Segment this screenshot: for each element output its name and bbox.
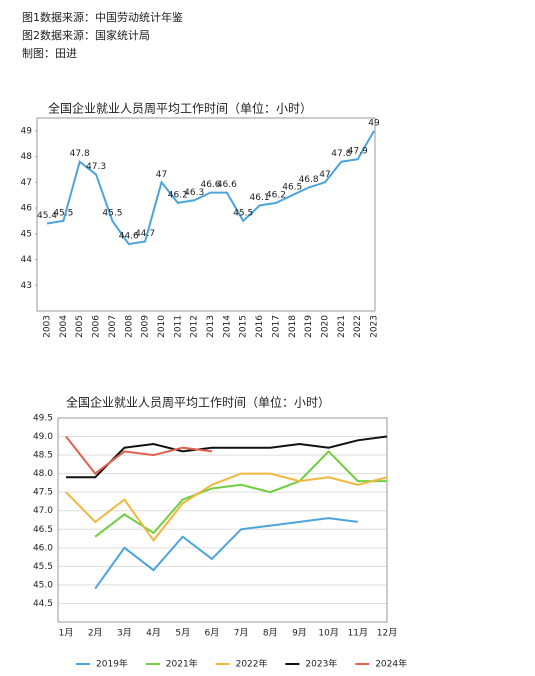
x-tick-label: 2017 <box>271 315 281 338</box>
y-tick-label: 45.5 <box>33 562 53 572</box>
y-tick-label: 49 <box>21 126 33 136</box>
series-line <box>65 435 213 475</box>
y-tick-label: 45.0 <box>33 580 53 590</box>
data-label: 45.5 <box>53 208 73 218</box>
data-label: 47 <box>156 170 167 180</box>
x-tick-label: 2014 <box>222 315 232 338</box>
data-label: 46.5 <box>282 183 302 193</box>
x-tick-label: 11月 <box>348 628 368 639</box>
data-label: 46.8 <box>299 175 319 185</box>
x-tick-label: 7月 <box>234 628 249 639</box>
y-tick-label: 49.0 <box>33 432 53 442</box>
header-line: 图1数据来源：中国劳动统计年鉴 <box>22 10 183 24</box>
y-tick-label: 47 <box>21 178 32 188</box>
x-tick-label: 10月 <box>318 628 338 639</box>
x-tick-label: 2008 <box>124 315 134 338</box>
data-label: 49 <box>368 118 380 128</box>
legend-label: 2022年 <box>236 658 268 670</box>
legend-label: 2019年 <box>96 658 128 670</box>
legend-label: 2023年 <box>305 658 337 670</box>
plot-frame <box>36 117 376 312</box>
data-label: 47.3 <box>86 162 106 172</box>
y-tick-label: 46.5 <box>33 525 53 535</box>
x-tick-label: 6月 <box>205 628 220 639</box>
data-label: 47 <box>319 170 330 180</box>
x-tick-label: 2018 <box>288 315 298 338</box>
y-tick-label: 44.5 <box>33 599 53 609</box>
x-tick-label: 9月 <box>292 628 307 639</box>
y-tick-label: 48.0 <box>33 469 53 479</box>
series-line <box>94 449 387 538</box>
header-line: 制图：田进 <box>22 47 77 60</box>
data-label: 46.2 <box>266 190 286 200</box>
y-tick-label: 49.5 <box>33 414 53 424</box>
series-line <box>66 435 388 479</box>
x-tick-label: 2019 <box>304 315 314 338</box>
y-tick-label: 47.5 <box>33 488 53 498</box>
data-label: 44.7 <box>135 229 155 239</box>
x-tick-label: 1月 <box>59 628 74 639</box>
x-tick-label: 2007 <box>108 315 118 338</box>
chart-title: 全国企业就业人员周平均工作时间（单位：小时） <box>48 101 312 116</box>
data-label: 45.5 <box>233 208 253 218</box>
y-tick-label: 46 <box>21 204 33 214</box>
x-tick-label: 4月 <box>146 628 161 639</box>
y-tick-label: 48 <box>21 152 33 162</box>
x-tick-label: 2009 <box>141 315 151 338</box>
x-tick-label: 2012 <box>190 315 200 338</box>
header-line: 图2数据来源：国家统计局 <box>22 28 150 42</box>
data-label: 47.8 <box>70 149 90 159</box>
legend-label: 2021年 <box>166 658 198 670</box>
y-tick-label: 45 <box>21 229 32 239</box>
y-tick-label: 48.5 <box>33 451 53 461</box>
x-tick-label: 2003 <box>43 315 53 338</box>
data-label: 45.5 <box>102 208 122 218</box>
data-label: 47.9 <box>348 147 368 157</box>
y-tick-label: 46.0 <box>33 543 53 553</box>
chart-title: 全国企业就业人员周平均工作时间（单位：小时） <box>66 395 330 410</box>
x-tick-label: 5月 <box>175 628 190 639</box>
x-tick-label: 2023 <box>370 315 380 338</box>
data-label: 46.2 <box>168 190 188 200</box>
legend-label: 2024年 <box>375 658 407 670</box>
y-tick-label: 47.0 <box>33 506 53 516</box>
series-line <box>46 130 375 246</box>
x-tick-label: 2022 <box>353 315 363 338</box>
data-label: 47.8 <box>331 149 351 159</box>
x-tick-label: 2016 <box>255 315 265 338</box>
x-tick-label: 2006 <box>92 315 102 338</box>
y-tick-label: 44 <box>21 255 33 265</box>
x-tick-label: 2011 <box>173 315 183 338</box>
x-tick-label: 3月 <box>117 628 132 639</box>
data-label: 46.6 <box>200 180 220 190</box>
x-tick-label: 2004 <box>59 315 69 338</box>
y-tick-label: 43 <box>21 281 32 291</box>
x-tick-label: 2005 <box>75 315 85 338</box>
data-label: 46.6 <box>217 180 237 190</box>
x-tick-label: 8月 <box>263 628 278 639</box>
x-tick-label: 12月 <box>377 628 397 639</box>
x-tick-label: 2021 <box>337 315 347 338</box>
data-label: 45.4 <box>37 211 57 221</box>
data-label: 44.6 <box>119 232 139 242</box>
series-line <box>94 517 358 590</box>
x-tick-label: 2月 <box>88 628 103 639</box>
x-tick-label: 2010 <box>157 315 167 338</box>
plot-frame <box>57 417 388 623</box>
x-tick-label: 2015 <box>239 315 249 338</box>
series-line <box>65 472 388 543</box>
x-tick-label: 2020 <box>320 315 330 338</box>
x-tick-label: 2013 <box>206 315 216 338</box>
data-label: 46.3 <box>184 188 204 198</box>
data-label: 46.1 <box>250 193 270 203</box>
